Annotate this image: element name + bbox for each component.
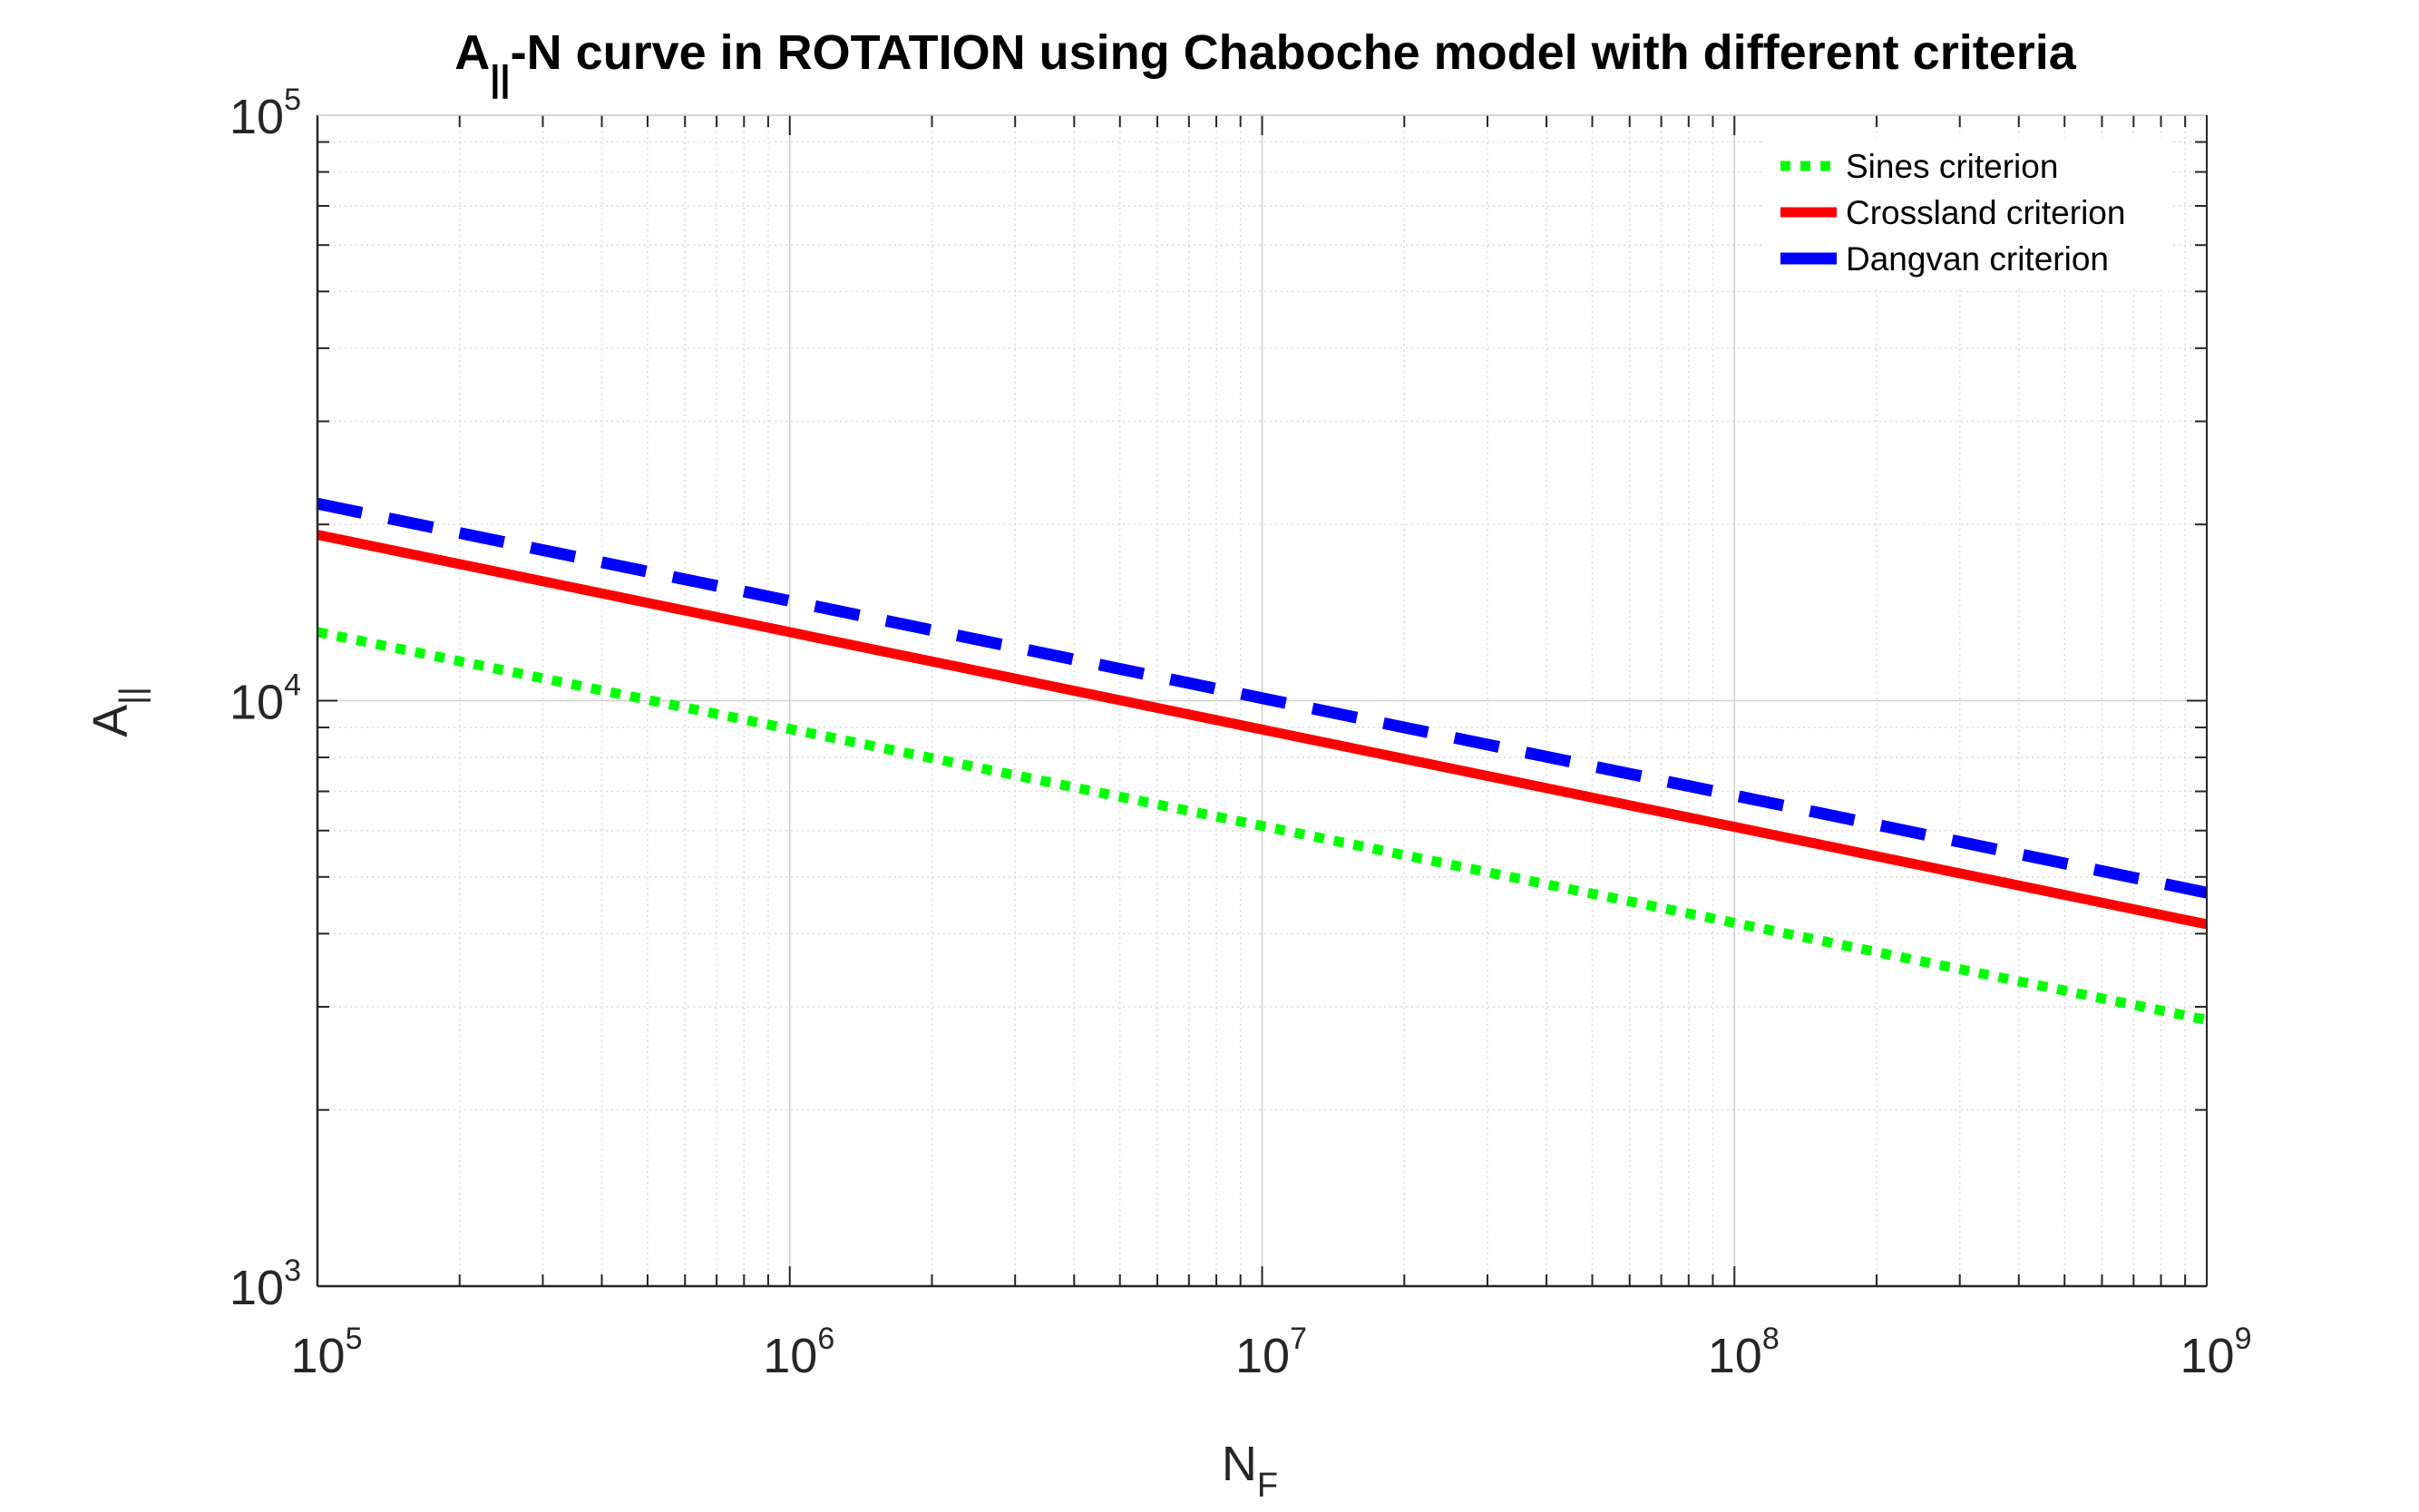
- x-tick-label-base: 10: [291, 1329, 346, 1383]
- chart-title-main: A: [454, 25, 490, 80]
- series-line-dangvan-criterion: [316, 497, 2209, 899]
- y-tick-label-exponent: 4: [284, 668, 301, 703]
- x-tick-labels: 105 106 107 108 109: [291, 1322, 2252, 1383]
- y-tick-label-exponent: 5: [284, 83, 301, 117]
- chart-title-sub: ||: [490, 59, 510, 99]
- y-tick-label-base: 10: [229, 90, 284, 144]
- legend: Sines criterion Crossland criterion Dangva…: [1764, 138, 2172, 286]
- x-axis-label: NF: [1222, 1437, 1278, 1505]
- x-tick-label-base: 10: [763, 1329, 817, 1383]
- x-tick-label: 106: [763, 1322, 834, 1383]
- axes: [316, 114, 2208, 1288]
- y-tick-label-base: 10: [229, 676, 284, 730]
- x-tick-label-base: 10: [1235, 1329, 1290, 1383]
- legend-label: Sines criterion: [1846, 148, 2058, 185]
- x-tick-label: 108: [1708, 1322, 1780, 1383]
- x-tick-label: 107: [1235, 1322, 1307, 1383]
- x-axis-label-main: N: [1222, 1437, 1257, 1491]
- series-line-sines-criterion: [316, 627, 2209, 1025]
- series-line-crossland-criterion: [316, 530, 2209, 930]
- x-tick-label: 105: [291, 1322, 363, 1383]
- y-axis-label-main: A: [83, 705, 138, 737]
- plot-lines: [316, 497, 2209, 1025]
- chart-title-rest: -N curve in ROTATION using Chaboche mode…: [511, 25, 2077, 80]
- x-tick-label-base: 10: [2180, 1329, 2235, 1383]
- x-tick-label-exponent: 9: [2235, 1322, 2252, 1356]
- x-axis-label-sub: F: [1257, 1467, 1278, 1505]
- y-axis-label: A||: [83, 687, 151, 737]
- x-tick-label-exponent: 5: [346, 1322, 363, 1356]
- x-tick-label-base: 10: [1708, 1329, 1762, 1383]
- y-tick-label: 105: [229, 83, 301, 144]
- y-tick-label: 103: [229, 1253, 301, 1315]
- x-tick-label: 109: [2180, 1322, 2252, 1383]
- y-tick-label: 104: [229, 668, 301, 730]
- x-tick-label-exponent: 6: [817, 1322, 834, 1356]
- x-tick-label-exponent: 7: [1290, 1322, 1307, 1356]
- chart-title: A||-N curve in ROTATION using Chaboche m…: [454, 25, 2077, 99]
- legend-label: Crossland criterion: [1846, 194, 2125, 231]
- y-axis-label-sub: ||: [113, 687, 151, 705]
- legend-label: Dangvan criterion: [1846, 240, 2109, 278]
- x-tick-label-exponent: 8: [1762, 1322, 1780, 1356]
- y-tick-label-exponent: 3: [284, 1253, 301, 1288]
- legend-items: Sines criterion Crossland criterion Dangva…: [1780, 148, 2125, 278]
- y-tick-label-base: 10: [229, 1261, 284, 1315]
